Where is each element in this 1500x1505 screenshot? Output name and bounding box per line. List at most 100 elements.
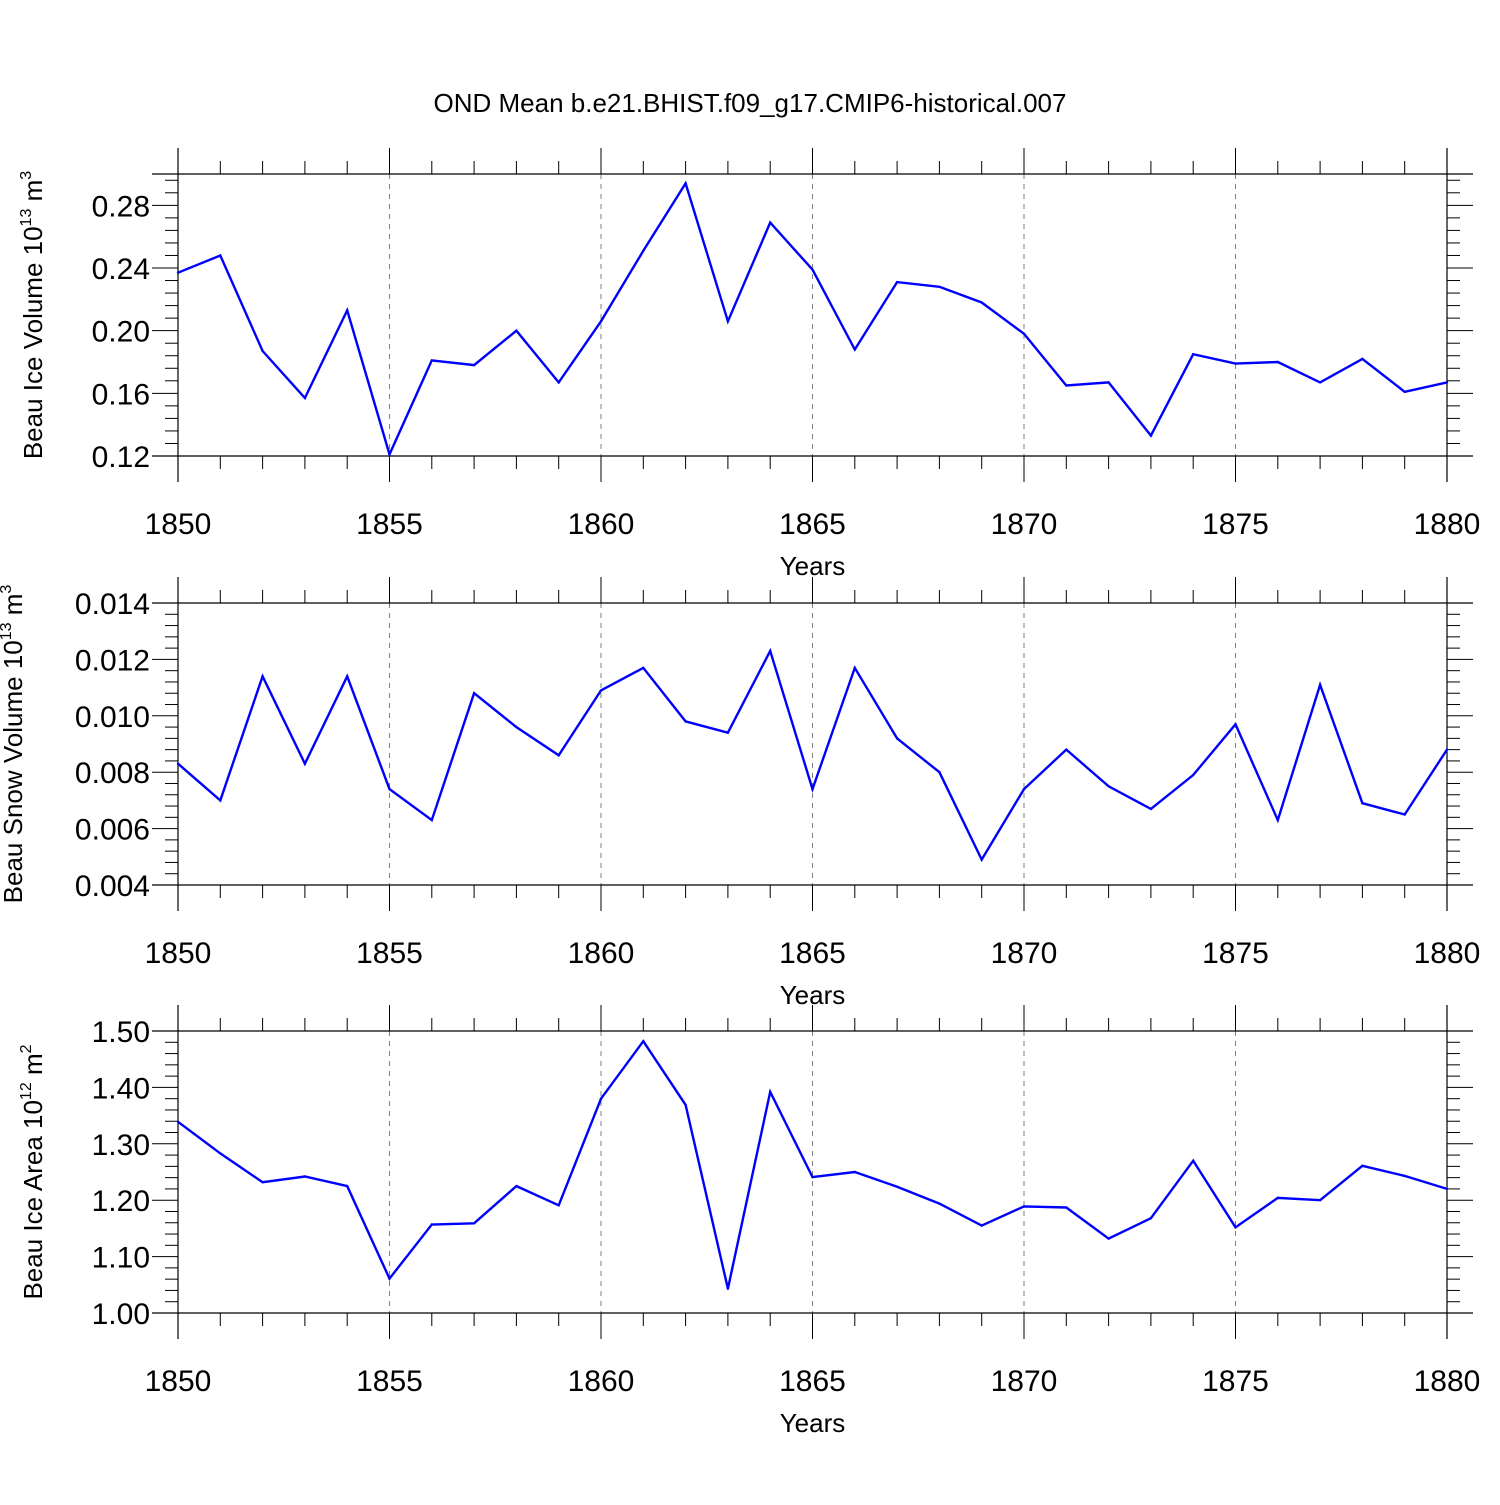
y-tick-label: 0.004: [75, 870, 150, 903]
data-point: [1192, 773, 1195, 777]
y-tick-label: 0.28: [92, 190, 150, 223]
x-tick-label: 1880: [1414, 1365, 1481, 1398]
data-point: [811, 268, 814, 271]
data-point: [1234, 1226, 1237, 1229]
y-tick-label: 1.30: [92, 1129, 150, 1162]
data-point: [1192, 1159, 1195, 1162]
data-point: [1403, 390, 1406, 393]
data-point: [1107, 785, 1110, 788]
y-axis-title-unit-exponent: 3: [18, 171, 35, 180]
y-axis-title-unit: m: [0, 594, 28, 623]
y-tick-label: 0.014: [75, 588, 150, 621]
x-tick-label: 1880: [1414, 937, 1481, 970]
data-point: [1065, 748, 1068, 751]
data-point: [769, 221, 772, 224]
x-tick-label: 1855: [356, 508, 423, 541]
x-tick-label: 1875: [1202, 508, 1269, 541]
data-point: [1318, 683, 1322, 686]
data-point: [599, 320, 603, 323]
data-point: [726, 320, 730, 323]
data-point: [303, 1175, 307, 1178]
data-point: [430, 1223, 433, 1226]
x-tick-label: 1860: [568, 937, 635, 970]
y-tick-label: 1.00: [92, 1298, 150, 1331]
data-point: [684, 720, 687, 723]
data-point: [642, 1039, 645, 1043]
data-point: [938, 771, 941, 774]
data-point: [1318, 381, 1322, 384]
y-axis-title-unit: m: [18, 1053, 48, 1082]
y-axis-title-exponent: 13: [0, 622, 15, 640]
data-point: [1445, 1187, 1449, 1191]
data-point: [557, 381, 560, 384]
data-point: [895, 1185, 899, 1188]
data-point: [811, 787, 814, 791]
data-point: [853, 666, 856, 670]
data-point: [1022, 1205, 1026, 1208]
data-point: [303, 762, 307, 765]
data-point: [346, 309, 349, 312]
data-point: [1234, 362, 1237, 365]
x-tick-label: 1855: [356, 1365, 423, 1398]
y-tick-label: 1.40: [92, 1072, 150, 1105]
data-point: [1445, 381, 1449, 384]
data-point: [515, 1184, 518, 1188]
data-point: [472, 363, 476, 367]
data-point: [1361, 1164, 1364, 1167]
data-point: [853, 1170, 856, 1174]
y-tick-label: 0.20: [92, 316, 150, 349]
panel-3: 1.00 1.10 1.20 1.30 1.40 1.50 1850 1855 1860 1865…: [18, 1005, 1480, 1438]
y-axis-title: Beau Ice Volume 1013 m3: [18, 171, 48, 459]
data-point: [684, 182, 687, 185]
y-axis-title: Beau Ice Area 1012 m2: [18, 1044, 48, 1299]
data-point: [176, 1120, 180, 1124]
data-point: [980, 858, 983, 861]
data-point: [769, 649, 772, 653]
data-point: [515, 329, 518, 332]
x-tick-label: 1875: [1202, 1365, 1269, 1398]
data-point: [1276, 1196, 1280, 1200]
data-point: [1318, 1199, 1322, 1202]
data-point: [176, 271, 180, 274]
data-point: [1022, 787, 1026, 791]
data-point: [515, 725, 518, 729]
y-tick-label: 1.50: [92, 1016, 150, 1049]
data-point: [895, 280, 899, 284]
data-point: [557, 754, 560, 757]
data-point: [684, 1103, 687, 1107]
x-tick-label: 1865: [779, 1365, 846, 1398]
y-tick-label: 0.12: [92, 441, 150, 474]
data-point: [1107, 381, 1110, 384]
data-point: [430, 818, 433, 822]
x-axis-title: Years: [780, 1408, 846, 1438]
panel-2: 0.004 0.006 0.008 0.010 0.012 0.014 1850 1855 18…: [0, 577, 1480, 1010]
y-axis-title-exponent: 13: [18, 209, 35, 227]
y-tick-label: 0.24: [92, 253, 150, 286]
data-point: [1361, 802, 1364, 805]
data-point: [811, 1175, 814, 1179]
data-point: [1065, 384, 1068, 387]
y-axis-title-unit-exponent: 3: [0, 585, 15, 594]
x-tick-label: 1870: [991, 937, 1058, 970]
x-tick-label: 1850: [145, 508, 212, 541]
data-point: [1276, 818, 1280, 822]
panel-1: 0.12 0.16 0.20 0.24 0.28 1850 1855 1860 1865 1870…: [18, 148, 1480, 581]
data-point: [176, 762, 180, 765]
data-point: [557, 1204, 560, 1207]
data-point: [1234, 723, 1237, 726]
y-tick-label: 0.008: [75, 757, 150, 790]
data-point: [1276, 360, 1280, 364]
data-point: [599, 689, 603, 692]
data-point: [261, 675, 264, 678]
data-point: [1445, 748, 1449, 751]
x-tick-label: 1870: [991, 1365, 1058, 1398]
x-tick-label: 1860: [568, 1365, 635, 1398]
data-point: [726, 1287, 730, 1290]
data-point: [980, 301, 983, 304]
data-point: [1149, 807, 1153, 811]
y-tick-label: 0.006: [75, 814, 150, 847]
data-point: [472, 1222, 476, 1225]
data-point: [938, 1202, 941, 1205]
data-point: [726, 731, 730, 734]
data-point: [1107, 1237, 1110, 1240]
